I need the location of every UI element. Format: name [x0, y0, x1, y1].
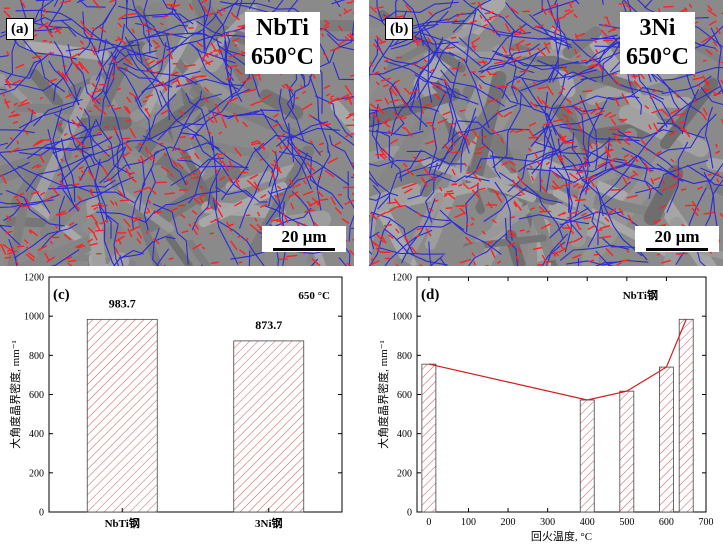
y-tick-label: 400 — [29, 429, 44, 440]
micrograph-b-image — [369, 0, 723, 266]
bar-chart-d: 0 200 400 600 800 1000 1200 大角度晶界密度, mm⁻¹ 0 100 20… — [376, 273, 714, 544]
panel-label-d: (d) — [421, 287, 439, 303]
trend-line — [428, 319, 687, 401]
scale-bar-a-line — [273, 248, 335, 251]
y-tick-label: 200 — [29, 468, 44, 479]
annotation-c: 650 °C — [298, 290, 330, 302]
scale-bar-a: 20 μm — [262, 226, 346, 252]
bar-0 — [421, 363, 437, 513]
low-angle-boundaries — [0, 0, 354, 266]
y-tick-label: 600 — [397, 390, 412, 401]
bar-2 — [619, 390, 635, 513]
condition-box-b: 3Ni 650°C — [620, 12, 695, 74]
y-tick-label: 400 — [397, 429, 412, 440]
temperature-label-b: 650°C — [626, 44, 689, 70]
x-tick-label: 500 — [619, 517, 634, 528]
y-axis-label: 大角度晶界密度, mm⁻¹ — [376, 340, 390, 449]
x-tick-label: 400 — [580, 517, 595, 528]
panel-label-c: (c) — [53, 287, 70, 303]
material-label-a: NbTi — [256, 15, 309, 41]
y-tick-label: 200 — [397, 468, 412, 479]
material-label-b: 3Ni — [639, 15, 676, 41]
y-axis-label: 大角度晶界密度, mm⁻¹ — [8, 340, 22, 449]
data-label-0: 983.7 — [109, 296, 136, 310]
x-axis-label: 回火温度, °C — [531, 529, 592, 543]
scale-bar-b: 20 μm — [635, 226, 719, 252]
bar-0 — [86, 318, 158, 513]
y-tick-label: 800 — [397, 351, 412, 362]
y-tick-label: 0 — [407, 508, 412, 519]
y-tick-label: 1000 — [24, 312, 44, 323]
x-tick-label: 100 — [461, 517, 476, 528]
panel-label-a: (a) — [6, 18, 34, 40]
x-tick-label: 700 — [699, 517, 714, 528]
x-tick-label: 3Ni钢 — [255, 516, 283, 530]
bar-1 — [233, 340, 305, 513]
y-tick-label: 1200 — [392, 273, 412, 284]
x-tick-label: 300 — [540, 517, 555, 528]
y-tick-label: 1000 — [392, 312, 412, 323]
y-tick-label: 0 — [39, 508, 44, 519]
scale-bar-a-text: 20 μm — [281, 227, 327, 246]
bar-3 — [659, 366, 674, 513]
annotation-d: NbTi钢 — [623, 288, 658, 302]
y-tick-label: 1200 — [24, 273, 44, 284]
x-tick-label: 200 — [501, 517, 516, 528]
x-tick-label: 0 — [426, 517, 431, 528]
bar-chart-c: 0 200 400 600 800 1000 1200 大角度晶界密度, mm⁻¹ (c) 650… — [8, 273, 343, 530]
x-tick-label: NbTi钢 — [105, 516, 140, 530]
bar-4 — [678, 318, 694, 513]
scale-bar-b-text: 20 μm — [654, 227, 700, 246]
scale-bar-b-line — [646, 248, 708, 251]
x-tick-label: 600 — [659, 517, 674, 528]
panel-label-b: (b) — [385, 18, 414, 40]
bar-1 — [579, 399, 595, 513]
y-tick-label: 600 — [29, 390, 44, 401]
temperature-label-a: 650°C — [251, 44, 314, 70]
data-label-1: 873.7 — [255, 318, 282, 332]
micrograph-panel-b — [369, 0, 723, 266]
y-tick-label: 800 — [29, 351, 44, 362]
condition-box-a: NbTi 650°C — [245, 12, 320, 74]
